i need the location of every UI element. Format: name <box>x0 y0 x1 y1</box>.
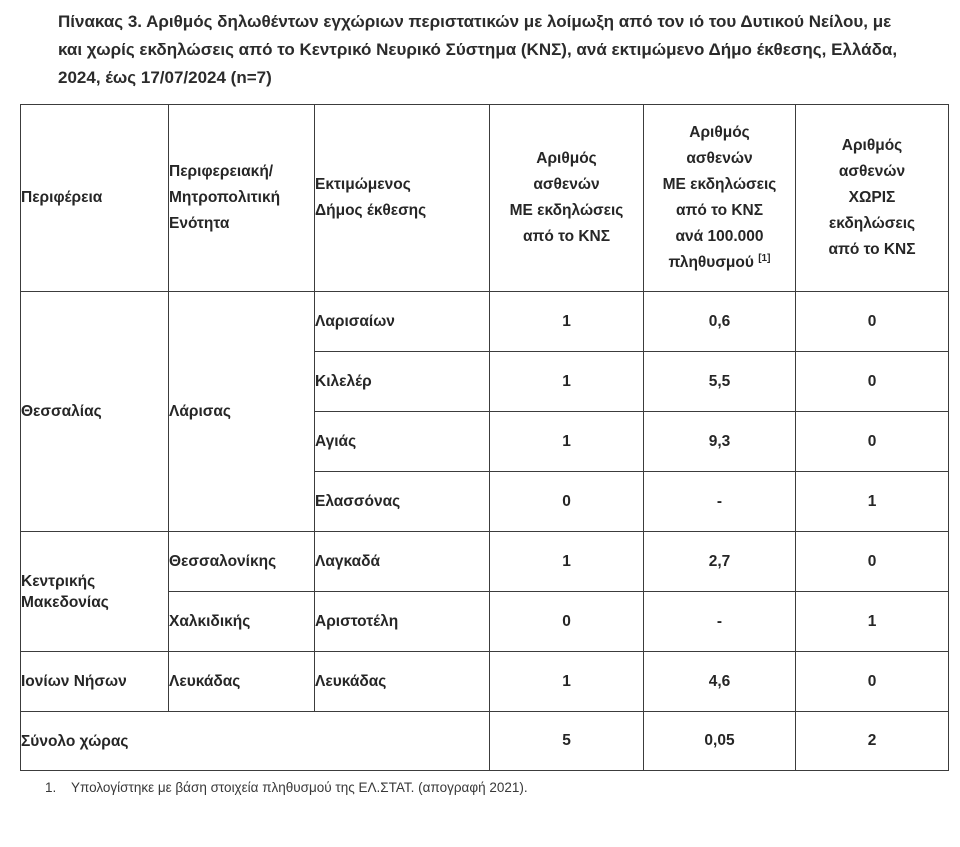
table-body: Θεσσαλίας Λάρισας Λαρισαίων 1 0,6 0 Κιλελέρ 1 5,… <box>20 291 949 771</box>
table-row: Κεντρικής Μακεδονίας Θεσσαλονίκης Λαγκαδά 1… <box>20 531 949 652</box>
value-cell: 9,3 <box>643 411 796 472</box>
column-header: Περιφερειακή/Μητροπολιτική Ενότητα <box>168 104 315 292</box>
value-cell: 1 <box>489 651 644 712</box>
column-header: Αριθμός ασθενών ΜΕ εκδηλώσεις από το ΚΝΣ <box>489 104 644 292</box>
value-cell: 5 <box>489 711 644 771</box>
unit-cell: Λευκάδας <box>168 651 315 712</box>
value-cell: 0 <box>489 471 644 532</box>
value-cell: 0 <box>795 411 949 472</box>
value-cell: 2,7 <box>643 531 796 592</box>
value-cell: 0,6 <box>643 291 796 352</box>
table-title: Πίνακας 3. Αριθμός δηλωθέντων εγχώριων π… <box>58 8 960 92</box>
value-cell: 0 <box>795 651 949 712</box>
report-table: Περιφέρεια Περιφερειακή/Μητροπολιτική Ενότ… <box>20 104 949 771</box>
table-row: Θεσσαλίας Λάρισας Λαρισαίων 1 0,6 0 <box>20 291 949 532</box>
total-row: Σύνολο χώρας 5 0,05 2 <box>20 711 949 771</box>
unit-cell: Λάρισας <box>168 291 315 532</box>
footnote-reference: [1] <box>758 252 771 264</box>
region-cell: Θεσσαλίας <box>20 291 169 532</box>
value-cell: 2 <box>795 711 949 771</box>
value-cell: 0 <box>795 351 949 412</box>
municipality-cell: Λαρισαίων <box>314 291 490 352</box>
value-cell: 1 <box>795 591 949 652</box>
header-row: Περιφέρεια Περιφερειακή/Μητροπολιτική Ενότ… <box>20 104 949 292</box>
table-title-line: 2024, έως 17/07/2024 (n=7) <box>58 68 272 87</box>
table-header: Περιφέρεια Περιφερειακή/Μητροπολιτική Ενότ… <box>20 104 949 292</box>
total-label-cell: Σύνολο χώρας <box>20 711 490 771</box>
municipality-cell: Λευκάδας <box>314 651 490 712</box>
column-header: Αριθμός ασθενών ΜΕ εκδηλώσεις από το ΚΝΣ ανά… <box>643 104 796 292</box>
value-cell: - <box>643 591 796 652</box>
value-cell: 0 <box>795 291 949 352</box>
unit-cell: Θεσσαλονίκης <box>168 531 315 592</box>
table-row: Ιονίων Νήσων Λευκάδας Λευκάδας 1 4,6 0 <box>20 651 949 712</box>
table-row: Αγιάς 1 9,3 0 <box>21 411 949 472</box>
municipality-cell: Αγιάς <box>314 411 490 472</box>
value-cell: 1 <box>489 291 644 352</box>
footnote: 1. Υπολογίστηκε με βάση στοιχεία πληθυσμο… <box>45 780 960 795</box>
column-header: Αριθμός ασθενών ΧΩΡΙΣ εκδηλώσεις από το ΚΝΣ <box>795 104 949 292</box>
footnote-text: Υπολογίστηκε με βάση στοιχεία πληθυσμού … <box>71 780 528 795</box>
table-title-line: Πίνακας 3. Αριθμός δηλωθέντων εγχώριων π… <box>58 12 892 31</box>
value-cell: 1 <box>795 471 949 532</box>
unit-cell: Χαλκιδικής <box>168 591 315 652</box>
municipality-cell: Λαγκαδά <box>314 531 490 592</box>
column-header: Εκτιμώμενος Δήμος έκθεσης <box>314 104 490 292</box>
value-cell: 4,6 <box>643 651 796 712</box>
value-cell: 0 <box>795 531 949 592</box>
value-cell: 1 <box>489 531 644 592</box>
value-cell: - <box>643 471 796 532</box>
municipality-cell: Ελασσόνας <box>314 471 490 532</box>
table-title-line: και χωρίς εκδηλώσεις από το Κεντρικό Νευ… <box>58 40 898 59</box>
column-header: Περιφέρεια <box>20 104 169 292</box>
value-cell: 0,05 <box>643 711 796 771</box>
value-cell: 0 <box>489 591 644 652</box>
footnote-marker: 1. <box>45 780 57 795</box>
table-row: Κιλελέρ 1 5,5 0 <box>21 351 949 412</box>
municipality-cell: Αριστοτέλη <box>314 591 490 652</box>
value-cell: 1 <box>489 351 644 412</box>
municipality-cell: Κιλελέρ <box>314 351 490 412</box>
value-cell: 1 <box>489 411 644 472</box>
table-row: Χαλκιδικής Αριστοτέλη 0-1 <box>21 591 949 652</box>
region-cell: Κεντρικής Μακεδονίας <box>20 531 169 652</box>
region-cell: Ιονίων Νήσων <box>20 651 169 712</box>
value-cell: 5,5 <box>643 351 796 412</box>
